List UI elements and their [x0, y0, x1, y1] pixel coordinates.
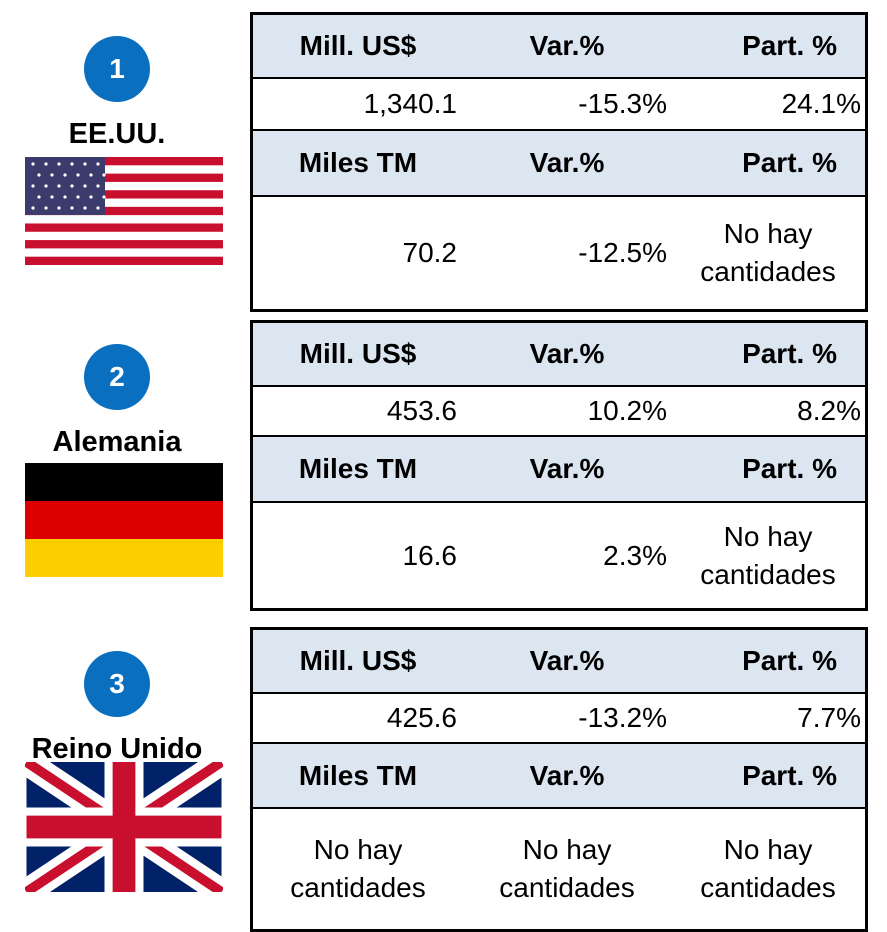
- header-cell: Miles TM: [298, 759, 418, 791]
- value-cell: 453.6: [386, 395, 457, 427]
- value-cell: 425.6: [386, 702, 457, 734]
- header-row: Mill. US$ Var.% Part. %: [253, 15, 865, 77]
- value-cell: No hay cantidades: [700, 520, 836, 590]
- value-row: No hay cantidades No hay cantidades No hay…: [253, 807, 865, 929]
- header-cell: Mill. US$: [299, 645, 417, 677]
- header-cell: Mill. US$: [299, 338, 417, 370]
- rank-badge: 1: [84, 36, 150, 102]
- value-cell: -12.5%: [578, 237, 667, 269]
- value-cell: 8.2%: [797, 395, 861, 427]
- value-cell: 7.7%: [797, 702, 861, 734]
- header-cell: Miles TM: [298, 147, 418, 179]
- rank-badge: 3: [84, 651, 150, 717]
- header-cell: Part. %: [742, 645, 837, 677]
- data-table: Mill. US$ Var.% Part. % 425.6 -13.2% 7.7% Mile…: [250, 627, 868, 932]
- country-name: Alemania: [52, 426, 182, 458]
- value-cell: 70.2: [402, 237, 458, 269]
- header-cell: Var.%: [529, 759, 605, 791]
- value-row: 16.6 2.3% No hay cantidades: [253, 501, 865, 608]
- header-cell: Part. %: [742, 759, 837, 791]
- value-row: 70.2 -12.5% No hay cantidades: [253, 195, 865, 309]
- data-table: Mill. US$ Var.% Part. % 453.6 10.2% 8.2% Miles…: [250, 320, 868, 611]
- value-cell: -15.3%: [578, 88, 667, 120]
- value-cell: 24.1%: [781, 88, 861, 120]
- header-row: Miles TM Var.% Part. %: [253, 435, 865, 501]
- value-row: 1,340.1 -15.3% 24.1%: [253, 77, 865, 129]
- country-name: EE.UU.: [68, 118, 166, 150]
- header-cell: Part. %: [742, 453, 837, 485]
- data-table: Mill. US$ Var.% Part. % 1,340.1 -15.3% 24.1% M…: [250, 12, 868, 312]
- value-cell: -13.2%: [578, 702, 667, 734]
- value-cell: No hay cantidades: [700, 834, 836, 903]
- header-row: Miles TM Var.% Part. %: [253, 129, 865, 195]
- country-name: Reino Unido: [31, 733, 203, 765]
- header-cell: Var.%: [529, 30, 605, 62]
- header-row: Miles TM Var.% Part. %: [253, 742, 865, 807]
- header-cell: Var.%: [529, 147, 605, 179]
- header-cell: Mill. US$: [299, 30, 417, 62]
- header-cell: Var.%: [529, 338, 605, 370]
- value-cell: 1,340.1: [363, 88, 457, 120]
- flag: [25, 157, 223, 270]
- header-row: Mill. US$ Var.% Part. %: [253, 630, 865, 692]
- header-cell: Part. %: [742, 147, 837, 179]
- value-cell: 2.3%: [603, 539, 667, 571]
- value-cell: No hay cantidades: [700, 218, 836, 287]
- value-row: 425.6 -13.2% 7.7%: [253, 692, 865, 742]
- value-cell: 10.2%: [587, 395, 667, 427]
- header-cell: Var.%: [529, 453, 605, 485]
- value-row: 453.6 10.2% 8.2%: [253, 385, 865, 435]
- value-cell: No hay cantidades: [499, 834, 635, 903]
- rank-badge: 2: [84, 344, 150, 410]
- flag: [25, 463, 223, 582]
- value-cell: 16.6: [402, 539, 458, 571]
- value-cell: No hay cantidades: [290, 834, 426, 903]
- header-cell: Miles TM: [298, 453, 418, 485]
- header-cell: Part. %: [742, 338, 837, 370]
- header-cell: Part. %: [742, 30, 837, 62]
- page: (() => { const data = JSON.parse(documen…: [23, 12, 868, 932]
- header-cell: Var.%: [529, 645, 605, 677]
- header-row: Mill. US$ Var.% Part. %: [253, 323, 865, 385]
- flag: [19, 751, 229, 903]
